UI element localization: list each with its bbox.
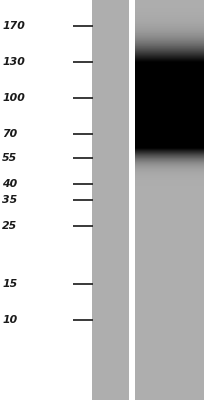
Text: 15: 15 [2, 279, 17, 289]
Text: 35: 35 [2, 195, 17, 205]
Text: 170: 170 [2, 21, 25, 31]
Text: 130: 130 [2, 57, 25, 67]
Text: 40: 40 [2, 179, 17, 189]
Text: 100: 100 [2, 93, 25, 103]
Text: 25: 25 [2, 221, 17, 231]
Text: 10: 10 [2, 315, 17, 325]
Text: 70: 70 [2, 129, 17, 139]
Text: 55: 55 [2, 153, 17, 163]
